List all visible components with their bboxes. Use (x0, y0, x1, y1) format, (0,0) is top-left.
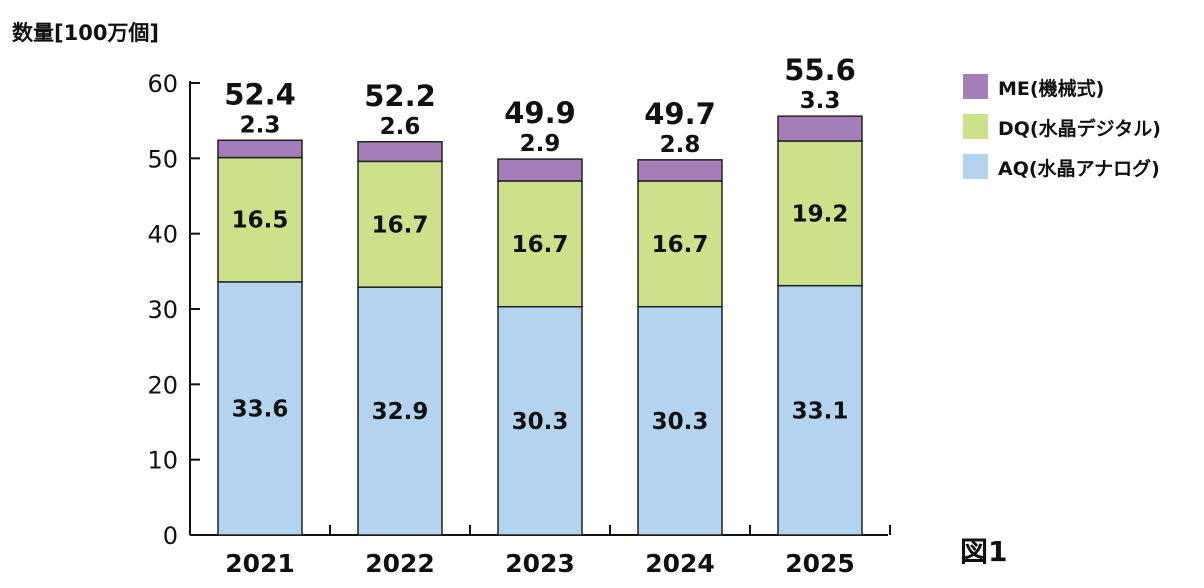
bar-segment (637, 159, 723, 182)
segment-value-label: 16.7 (652, 232, 709, 258)
total-label: 49.9 (504, 96, 576, 130)
y-tick-label: 60 (147, 70, 178, 98)
total-label: 55.6 (784, 53, 856, 87)
segment-value-label: 33.1 (792, 398, 849, 424)
y-tick-label: 0 (163, 522, 178, 550)
segment-value-label: 2.8 (660, 132, 701, 158)
y-tick-label: 50 (147, 145, 178, 173)
segment-value-label: 2.3 (240, 112, 281, 138)
bar-segment (637, 305, 723, 536)
bar-segment (777, 284, 863, 536)
segment-value-label: 30.3 (512, 409, 569, 435)
y-axis-label: 数量[100万個] (12, 21, 159, 45)
bar-segment (777, 115, 863, 142)
total-label: 52.2 (364, 79, 436, 113)
segment-value-label: 16.7 (512, 232, 569, 258)
x-tick-label: 2021 (225, 549, 295, 578)
bar-segment (357, 141, 443, 163)
bar-segment (637, 180, 723, 308)
bar-segment (497, 158, 583, 182)
legend: ME(機械式) DQ(水晶デジタル) AQ(水晶アナログ) (963, 74, 1161, 180)
bars (217, 115, 863, 536)
segment-value-label: 32.9 (372, 399, 429, 425)
bar-segment (217, 281, 303, 536)
data-labels: 33.6 16.5 2.352.4 2021 32.9 16.7 2.652.2 2022 30… (224, 53, 856, 578)
y-tick-label: 30 (147, 296, 178, 324)
bar-segment (217, 156, 303, 283)
x-tick-label: 2025 (785, 549, 855, 578)
legend-label: ME(機械式) (998, 77, 1104, 100)
x-tick-label: 2024 (645, 549, 715, 578)
bar-segment (497, 305, 583, 536)
segment-value-label: 33.6 (232, 396, 289, 422)
segment-value-label: 2.6 (380, 114, 421, 140)
axes: 0 10 20 30 40 50 60 (147, 70, 891, 550)
x-tick-label: 2023 (505, 549, 575, 578)
segment-value-label: 30.3 (652, 409, 709, 435)
bar-segment (357, 286, 443, 536)
bar-segment (217, 139, 303, 159)
legend-swatch (963, 154, 988, 179)
x-tick-label: 2022 (365, 549, 435, 578)
bar-segment (777, 140, 863, 287)
segment-value-label: 16.7 (372, 212, 429, 238)
segment-value-label: 2.9 (520, 131, 561, 157)
total-label: 49.7 (644, 97, 716, 131)
segment-value-label: 19.2 (792, 201, 849, 227)
segment-value-label: 16.5 (232, 208, 289, 234)
y-tick-label: 10 (147, 447, 178, 475)
legend-swatch (963, 114, 988, 139)
legend-label: DQ(水晶デジタル) (998, 117, 1161, 140)
figure-label: 図1 (960, 535, 1007, 568)
legend-swatch (963, 74, 988, 99)
legend-label: AQ(水晶アナログ) (998, 157, 1160, 180)
segment-value-label: 3.3 (800, 88, 841, 114)
total-label: 52.4 (224, 77, 296, 111)
bar-segment (357, 160, 443, 288)
y-tick-label: 40 (147, 221, 178, 249)
y-tick-label: 20 (147, 371, 178, 399)
